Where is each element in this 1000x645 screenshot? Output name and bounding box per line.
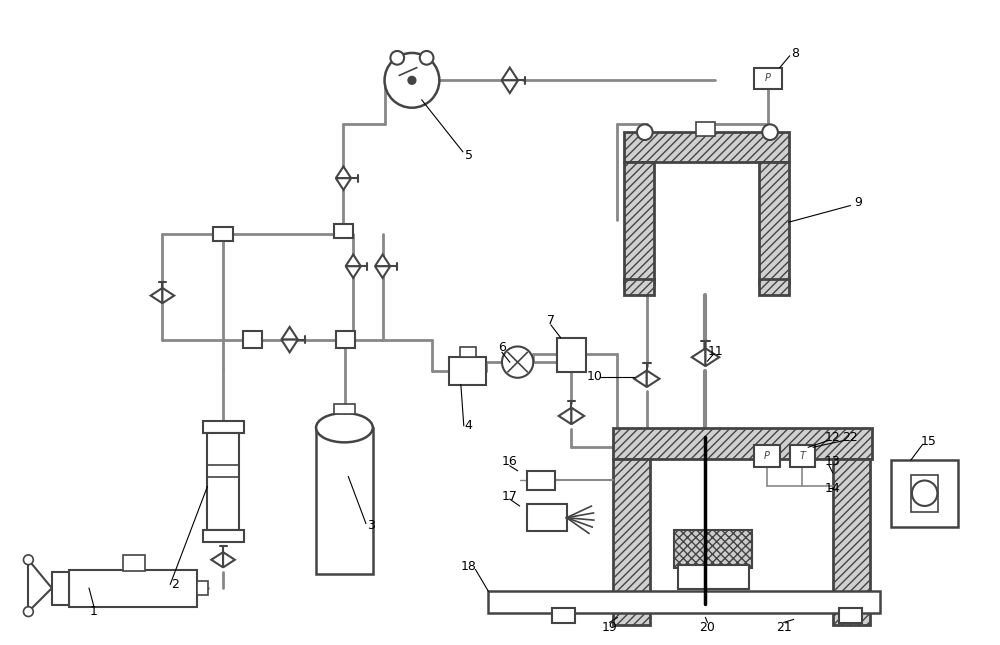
Polygon shape — [375, 266, 390, 278]
Bar — [123, 555, 145, 571]
Bar — [891, 460, 958, 526]
Bar — [613, 606, 650, 626]
Bar — [674, 530, 752, 568]
Bar — [488, 591, 880, 613]
Circle shape — [420, 51, 433, 64]
Bar — [69, 570, 197, 607]
Bar — [527, 471, 555, 490]
Text: 2: 2 — [171, 578, 179, 591]
Bar — [759, 161, 789, 284]
Text: 12: 12 — [825, 431, 841, 444]
Bar — [52, 571, 69, 605]
Bar — [613, 459, 650, 611]
Polygon shape — [502, 68, 518, 81]
Bar — [203, 530, 244, 542]
Circle shape — [390, 51, 404, 64]
Circle shape — [637, 124, 653, 140]
Bar — [790, 445, 815, 467]
Circle shape — [408, 76, 416, 84]
Text: 5: 5 — [465, 149, 473, 162]
Text: 9: 9 — [854, 196, 862, 209]
Bar — [759, 279, 789, 295]
Polygon shape — [211, 552, 223, 568]
Polygon shape — [336, 166, 351, 178]
Circle shape — [912, 481, 937, 506]
Bar — [207, 433, 239, 530]
Bar — [527, 504, 567, 531]
Polygon shape — [162, 288, 174, 303]
Bar — [316, 428, 373, 575]
Text: 11: 11 — [707, 345, 723, 358]
Polygon shape — [375, 255, 390, 266]
Bar — [197, 581, 208, 595]
Polygon shape — [151, 288, 162, 303]
Bar — [336, 331, 355, 348]
Text: 15: 15 — [921, 435, 937, 448]
Text: 1: 1 — [90, 605, 98, 618]
Bar — [213, 227, 233, 241]
Bar — [833, 606, 870, 626]
Circle shape — [385, 53, 439, 108]
Bar — [557, 338, 586, 372]
Bar — [839, 608, 862, 623]
Polygon shape — [647, 370, 659, 387]
Bar — [624, 161, 654, 284]
Polygon shape — [559, 408, 571, 424]
Polygon shape — [634, 370, 647, 387]
Text: 19: 19 — [602, 620, 617, 634]
Polygon shape — [346, 255, 361, 266]
Circle shape — [23, 555, 33, 564]
Text: 18: 18 — [461, 560, 477, 573]
Bar — [449, 357, 486, 384]
Polygon shape — [346, 266, 361, 278]
Bar — [678, 564, 749, 589]
Text: 4: 4 — [465, 419, 473, 432]
Bar — [243, 331, 262, 348]
Text: 8: 8 — [791, 48, 799, 61]
Text: 7: 7 — [547, 313, 555, 326]
Text: 22: 22 — [842, 431, 858, 444]
Ellipse shape — [316, 413, 373, 442]
Text: P: P — [764, 451, 770, 461]
Bar — [754, 445, 780, 467]
Text: 13: 13 — [825, 455, 841, 468]
Text: T: T — [799, 451, 805, 461]
Bar — [911, 475, 938, 512]
Text: 16: 16 — [502, 455, 518, 468]
Text: P: P — [765, 74, 771, 83]
Bar — [334, 224, 353, 238]
Polygon shape — [571, 408, 584, 424]
Polygon shape — [223, 552, 235, 568]
Bar — [624, 132, 789, 161]
Circle shape — [23, 607, 33, 617]
Text: 3: 3 — [367, 519, 375, 532]
Text: 10: 10 — [587, 370, 603, 383]
Bar — [334, 404, 355, 414]
Polygon shape — [281, 327, 298, 340]
Polygon shape — [692, 348, 705, 366]
Circle shape — [502, 346, 533, 378]
Bar — [460, 348, 476, 357]
Bar — [624, 279, 654, 295]
Bar — [833, 459, 870, 611]
Polygon shape — [336, 178, 351, 190]
Polygon shape — [502, 81, 518, 93]
Text: 21: 21 — [776, 620, 792, 634]
Polygon shape — [705, 348, 719, 366]
Polygon shape — [281, 340, 298, 352]
Text: 6: 6 — [498, 341, 506, 354]
Text: 20: 20 — [699, 620, 715, 634]
Bar — [696, 123, 715, 136]
Circle shape — [762, 124, 778, 140]
Text: 14: 14 — [825, 482, 841, 495]
Text: 17: 17 — [502, 490, 518, 502]
Bar — [552, 608, 575, 623]
Bar — [754, 68, 782, 89]
Bar — [613, 428, 872, 459]
Bar — [203, 421, 244, 433]
